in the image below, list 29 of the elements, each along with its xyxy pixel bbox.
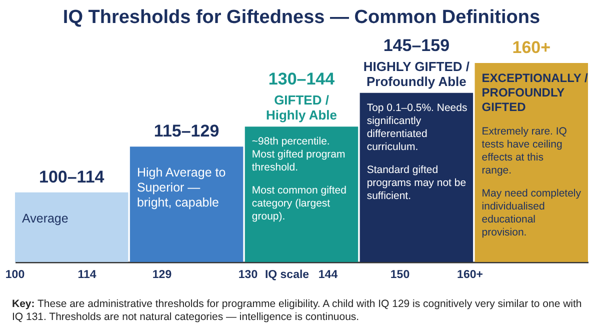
chart-title: IQ Thresholds for Giftedness — Common Definitions <box>62 6 540 28</box>
annotation: Average <box>22 211 68 226</box>
annotation: ~98th percentile. Most gifted program threshold. <box>252 136 346 174</box>
annotation: Standard gifted programs may not be sufficient. <box>366 164 466 202</box>
x-tick-label: 100–114 <box>38 167 105 186</box>
bar <box>360 92 474 262</box>
annotation: Top 0.1–0.5%. Needs significantly differentiated curriculum. <box>366 102 468 153</box>
text: 144 <box>318 269 338 281</box>
annotation: High Average to Superior — bright, capable <box>136 166 226 210</box>
x-axis-title: IQ scale <box>264 269 310 281</box>
text: 100 <box>5 269 25 281</box>
annotation: GIFTED / Highly Able <box>266 92 338 123</box>
annotation: Most common gifted category (largest group). <box>252 184 347 223</box>
bar <box>244 126 358 262</box>
bar <box>130 146 244 262</box>
annotation: HIGHLY GIFTED / Profoundly Able <box>363 58 470 89</box>
x-tick-label: 115–129 <box>154 122 220 141</box>
annotation: EXCEPTIONALLY / PROFOUNDLY GIFTED <box>482 71 588 114</box>
x-tick-label: 145–159 <box>383 36 450 55</box>
text: 130 <box>238 269 258 281</box>
text: Key: These are administrative thresholds for programme eligibility. A child with IQ 129 is cognitively very similar to one with IQ 131. Thresholds are not natural categories — intelligence is continuous. <box>12 298 583 324</box>
bar <box>15 192 128 262</box>
text: 160+ <box>457 269 483 281</box>
annotation: May need completely individualised educational provision. <box>482 188 582 238</box>
x-tick-label: 130–144 <box>268 70 336 89</box>
text: 129 <box>152 269 172 281</box>
text: 114 <box>78 269 96 281</box>
text: 150 <box>390 269 410 281</box>
annotation: Extremely rare. IQ tests have ceiling effects at this range. <box>482 126 567 176</box>
